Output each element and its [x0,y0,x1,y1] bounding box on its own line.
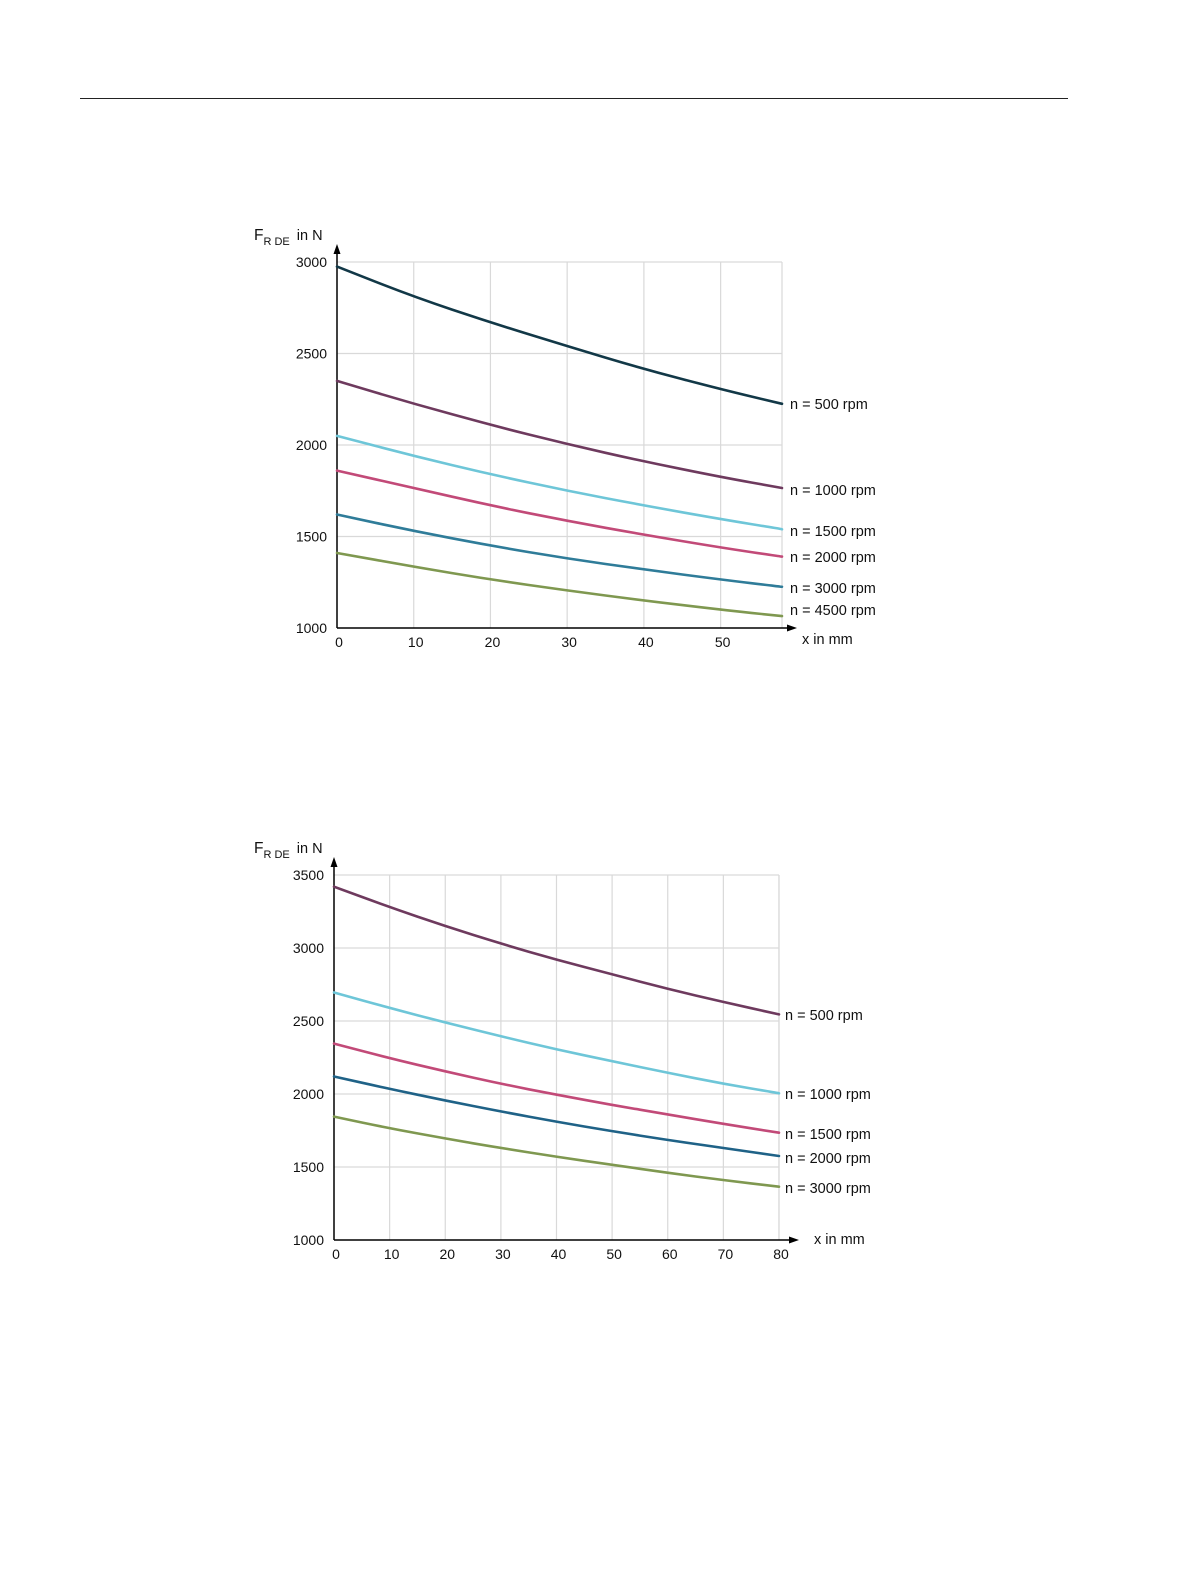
x-tick-label: 50 [606,1246,622,1262]
series-label: n = 2000 rpm [790,550,876,566]
x-tick-label: 30 [495,1246,511,1262]
series-line-2 [332,1042,781,1134]
y-tick-label: 3000 [296,254,327,270]
y-tick-label: 3500 [293,867,324,883]
y-tick-label: 1000 [296,620,327,636]
series-line-0 [332,885,781,1016]
y-tick-label: 1000 [293,1232,324,1248]
series-label: n = 1000 rpm [785,1087,871,1103]
x-tick-label: 70 [718,1246,734,1262]
y-tick-label: 2000 [296,437,327,453]
series-label: n = 1500 rpm [785,1127,871,1143]
x-tick-label: 20 [439,1246,455,1262]
x-tick-label: 0 [335,634,343,650]
y-tick-label: 2000 [293,1086,324,1102]
series-label: n = 3000 rpm [790,581,876,597]
x-axis-label: x in mm [802,632,853,648]
x-tick-label: 40 [551,1246,567,1262]
series-line-0 [335,265,784,406]
y-tick-label: 1500 [296,529,327,545]
x-tick-label: 20 [485,634,501,650]
series-line-3 [332,1075,781,1158]
y-axis-label: FR DE in N [254,227,323,248]
x-axis-label: x in mm [814,1232,865,1248]
series-label: n = 1000 rpm [790,483,876,499]
x-axis-arrow-icon [789,1236,799,1244]
x-tick-label: 10 [384,1246,400,1262]
series-line-2 [335,434,784,531]
x-axis-arrow-icon [787,624,797,632]
x-tick-label: 60 [662,1246,678,1262]
x-tick-label: 30 [561,634,577,650]
x-tick-label: 10 [408,634,424,650]
series-label: n = 4500 rpm [790,603,876,619]
y-axis-arrow-icon [333,244,341,254]
series-label: n = 3000 rpm [785,1181,871,1197]
y-tick-label: 2500 [296,346,327,362]
y-tick-label: 2500 [293,1013,324,1029]
y-tick-label: 1500 [293,1159,324,1175]
series-line-1 [332,991,781,1095]
page-header-rule [80,98,1068,99]
series-label: n = 500 rpm [785,1008,863,1024]
series-line-4 [335,513,784,589]
series-label: n = 500 rpm [790,397,868,413]
series-line-1 [335,379,784,490]
series-line-4 [332,1115,781,1188]
series-line-3 [335,469,784,558]
x-tick-label: 50 [715,634,731,650]
y-axis-label: FR DE in N [254,840,323,861]
y-axis-arrow-icon [330,857,338,867]
x-tick-label: 80 [773,1246,789,1262]
series-label: n = 1500 rpm [790,524,876,540]
radial-force-chart-1: 0 10 20 30 40 50 1000 1500 2000 2500 3000 FR DE in N… [254,227,876,650]
y-tick-label: 3000 [293,940,324,956]
series-label: n = 2000 rpm [785,1151,871,1167]
x-tick-label: 0 [332,1246,340,1262]
series-line-5 [335,551,784,618]
x-tick-label: 40 [638,634,654,650]
